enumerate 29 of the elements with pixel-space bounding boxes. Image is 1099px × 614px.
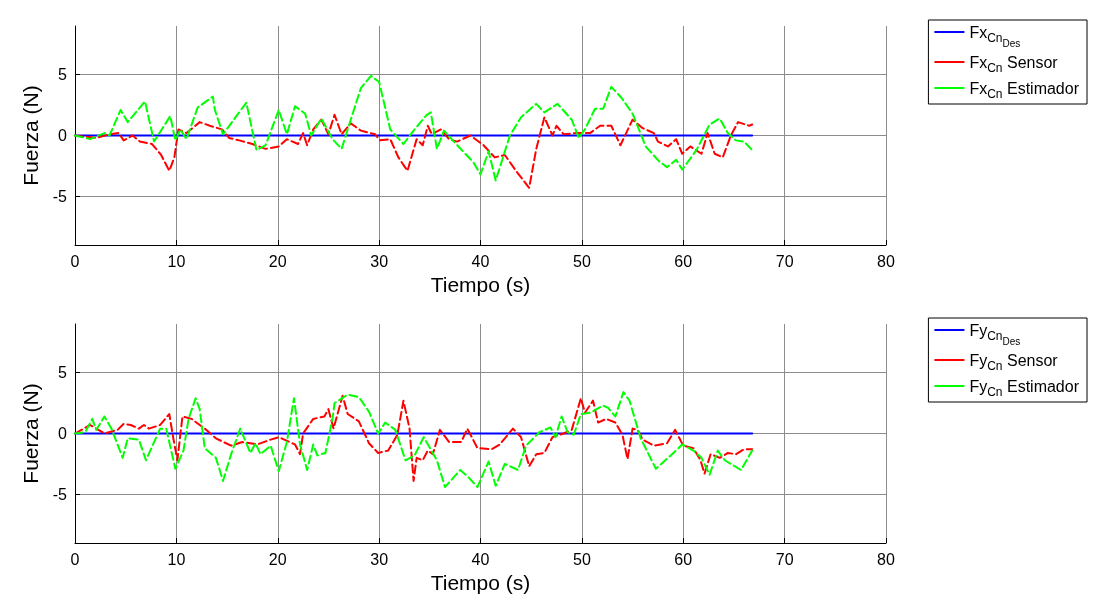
x-tick-label: 60 <box>674 252 693 270</box>
x-tick-label: 30 <box>370 550 389 568</box>
y-tick-label: 0 <box>58 127 68 144</box>
line-series <box>74 74 754 182</box>
x-axis-title: Tiempo (s) <box>430 570 531 594</box>
x-tick-label: 0 <box>70 550 80 568</box>
x-tick-label: 70 <box>775 550 794 568</box>
x-tick-label: 50 <box>572 550 591 568</box>
x-tick-label: 40 <box>471 252 490 270</box>
y-tick-label: -5 <box>52 485 68 503</box>
y-tick-label: 0 <box>58 425 68 442</box>
x-tick-label: 30 <box>370 252 389 270</box>
x-tick-label: 40 <box>471 550 490 568</box>
y-axis-title: Fuerza (N) <box>19 85 42 186</box>
x-tick-label: 50 <box>572 252 591 270</box>
y-axis-title: Fuerza (N) <box>19 383 42 484</box>
x-tick-label: 70 <box>775 252 794 270</box>
x-tick-label: 80 <box>877 252 895 270</box>
x-axis-title: Tiempo (s) <box>430 272 531 296</box>
x-tick-label: 80 <box>877 550 895 568</box>
y-tick-label: -5 <box>52 187 68 205</box>
x-tick-label: 20 <box>268 550 287 568</box>
x-tick-label: 60 <box>674 550 693 568</box>
x-tick-label: 10 <box>167 550 186 568</box>
y-tick-label: 5 <box>58 364 68 382</box>
y-tick-label: 5 <box>58 66 68 84</box>
x-tick-label: 10 <box>167 252 186 270</box>
x-tick-label: 0 <box>70 252 80 270</box>
x-tick-label: 20 <box>268 252 287 270</box>
